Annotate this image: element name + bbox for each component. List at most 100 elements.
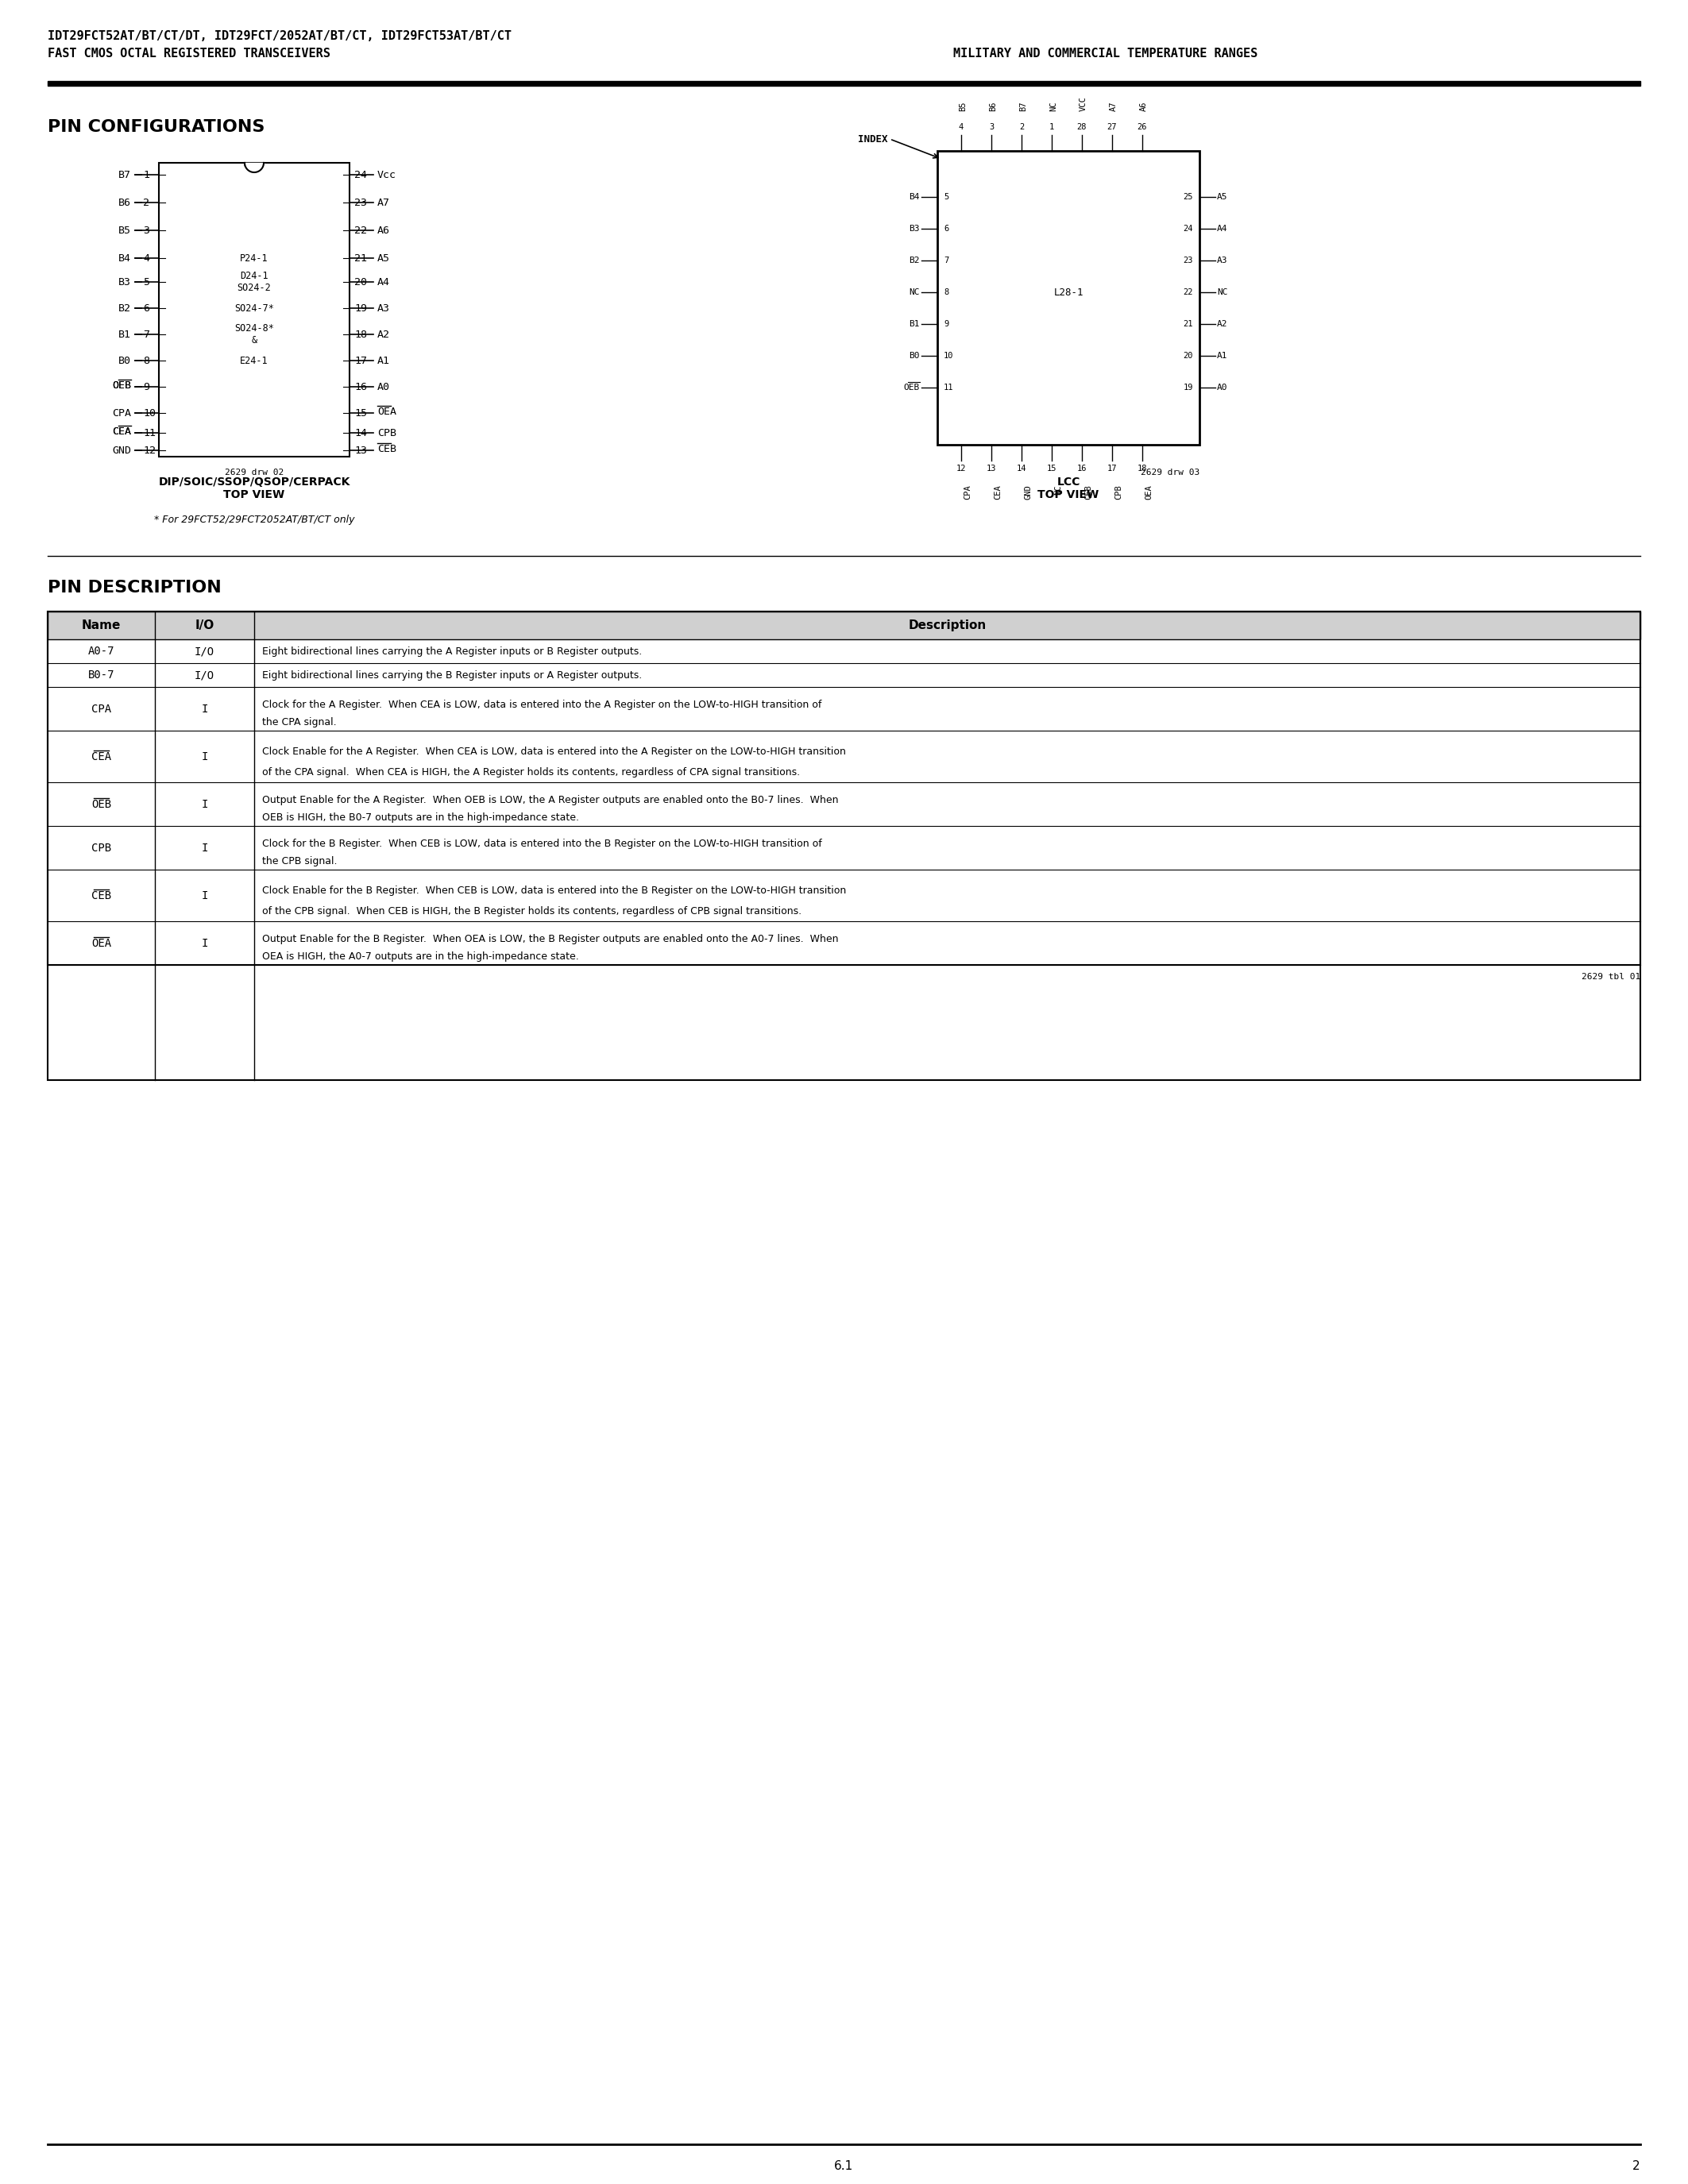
Text: A6: A6 — [1139, 100, 1148, 111]
Text: I: I — [201, 751, 208, 762]
Text: 21: 21 — [354, 253, 366, 264]
Text: CPB: CPB — [91, 843, 111, 854]
Text: 26: 26 — [1138, 122, 1148, 131]
Text: 3: 3 — [989, 122, 994, 131]
Text: B0-7: B0-7 — [88, 670, 115, 681]
Text: B5: B5 — [959, 100, 967, 111]
Text: PIN DESCRIPTION: PIN DESCRIPTION — [47, 579, 221, 596]
Text: I: I — [201, 799, 208, 810]
Text: 25: 25 — [1183, 192, 1193, 201]
Bar — [159, 164, 349, 456]
Text: 7: 7 — [143, 330, 149, 339]
Text: 6: 6 — [143, 304, 149, 312]
Text: 28: 28 — [1077, 122, 1087, 131]
Text: CEB: CEB — [91, 889, 111, 902]
Text: I/O: I/O — [194, 620, 214, 631]
Text: 20: 20 — [1183, 352, 1193, 360]
Text: 19: 19 — [354, 304, 366, 312]
Bar — [937, 151, 1200, 446]
Bar — [47, 612, 1641, 1081]
Text: 24: 24 — [354, 170, 366, 179]
Text: 19: 19 — [1183, 384, 1193, 391]
Text: CEB: CEB — [1084, 485, 1092, 500]
Text: 2629 drw 02: 2629 drw 02 — [225, 470, 284, 476]
Text: CEA: CEA — [994, 485, 1001, 500]
Text: A0: A0 — [1217, 384, 1227, 391]
Text: 22: 22 — [1183, 288, 1193, 297]
Text: MILITARY AND COMMERCIAL TEMPERATURE RANGES: MILITARY AND COMMERCIAL TEMPERATURE RANG… — [954, 48, 1258, 59]
Text: B5: B5 — [118, 225, 132, 236]
Text: L28-1: L28-1 — [1053, 286, 1084, 297]
Text: 11: 11 — [143, 428, 155, 439]
Text: I: I — [201, 843, 208, 854]
Text: A0-7: A0-7 — [88, 646, 115, 657]
Text: Clock Enable for the A Register.  When CEA is LOW, data is entered into the A Re: Clock Enable for the A Register. When CE… — [262, 747, 846, 756]
Text: OEB: OEB — [111, 380, 132, 391]
Text: 13: 13 — [986, 465, 996, 472]
Text: A4: A4 — [1217, 225, 1227, 234]
Text: 18: 18 — [1138, 465, 1148, 472]
Text: I/O: I/O — [194, 646, 214, 657]
Text: 7: 7 — [944, 256, 949, 264]
Text: A2: A2 — [378, 330, 390, 339]
Bar — [47, 81, 1641, 85]
Text: 2: 2 — [1020, 122, 1025, 131]
Text: 3: 3 — [143, 225, 149, 236]
Text: CPB: CPB — [378, 428, 397, 439]
Text: 27: 27 — [1107, 122, 1117, 131]
Text: B7: B7 — [1020, 100, 1026, 111]
Text: D24-1
SO24-2: D24-1 SO24-2 — [238, 271, 272, 293]
Text: INDEX: INDEX — [858, 133, 888, 144]
Text: 21: 21 — [1183, 321, 1193, 328]
Text: 12: 12 — [143, 446, 155, 456]
Text: Description: Description — [908, 620, 986, 631]
Text: 6: 6 — [944, 225, 949, 234]
Text: CEA: CEA — [111, 426, 132, 437]
Text: 10: 10 — [143, 408, 155, 417]
Text: 24: 24 — [1183, 225, 1193, 234]
Text: 2629 tbl 01: 2629 tbl 01 — [1582, 972, 1641, 981]
Text: the CPA signal.: the CPA signal. — [262, 716, 336, 727]
Text: P24-1: P24-1 — [240, 253, 268, 264]
Text: B1: B1 — [118, 330, 132, 339]
Text: 1: 1 — [1050, 122, 1055, 131]
Text: 1: 1 — [143, 170, 149, 179]
Text: 8: 8 — [143, 356, 149, 365]
Text: B2: B2 — [910, 256, 920, 264]
Text: I/O: I/O — [194, 670, 214, 681]
Text: CEA: CEA — [111, 426, 132, 437]
Text: 23: 23 — [1183, 256, 1193, 264]
Text: A7: A7 — [378, 197, 390, 207]
Text: 16: 16 — [354, 382, 366, 391]
Text: Eight bidirectional lines carrying the B Register inputs or A Register outputs.: Eight bidirectional lines carrying the B… — [262, 670, 641, 679]
Text: VCC: VCC — [1080, 96, 1087, 111]
Text: Vcc: Vcc — [378, 170, 397, 179]
Text: B3: B3 — [910, 225, 920, 234]
Text: 15: 15 — [354, 408, 366, 417]
Text: Name: Name — [81, 620, 122, 631]
Text: 6.1: 6.1 — [834, 2160, 852, 2173]
Text: I: I — [201, 937, 208, 948]
Text: Clock for the A Register.  When CEA is LOW, data is entered into the A Register : Clock for the A Register. When CEA is LO… — [262, 699, 822, 710]
Text: 18: 18 — [354, 330, 366, 339]
Text: B4: B4 — [910, 192, 920, 201]
FancyBboxPatch shape — [47, 81, 1641, 85]
Text: A5: A5 — [378, 253, 390, 264]
Text: B6: B6 — [989, 100, 998, 111]
Text: NC: NC — [1050, 100, 1057, 111]
Bar — [47, 612, 1641, 965]
Bar — [47, 612, 1641, 640]
Text: 17: 17 — [354, 356, 366, 365]
Text: GND: GND — [1025, 485, 1031, 500]
Text: 2: 2 — [143, 197, 149, 207]
Text: B2: B2 — [118, 304, 132, 312]
Text: 5: 5 — [143, 277, 149, 286]
Text: SO24-8*
&: SO24-8* & — [235, 323, 273, 345]
Text: Eight bidirectional lines carrying the A Register inputs or B Register outputs.: Eight bidirectional lines carrying the A… — [262, 646, 641, 657]
Text: Output Enable for the B Register.  When OEA is LOW, the B Register outputs are e: Output Enable for the B Register. When O… — [262, 933, 839, 943]
Text: 9: 9 — [944, 321, 949, 328]
Text: Output Enable for the A Register.  When OEB is LOW, the A Register outputs are e: Output Enable for the A Register. When O… — [262, 795, 839, 806]
Text: 11: 11 — [944, 384, 954, 391]
Text: NC: NC — [1217, 288, 1227, 297]
Text: CEA: CEA — [91, 751, 111, 762]
